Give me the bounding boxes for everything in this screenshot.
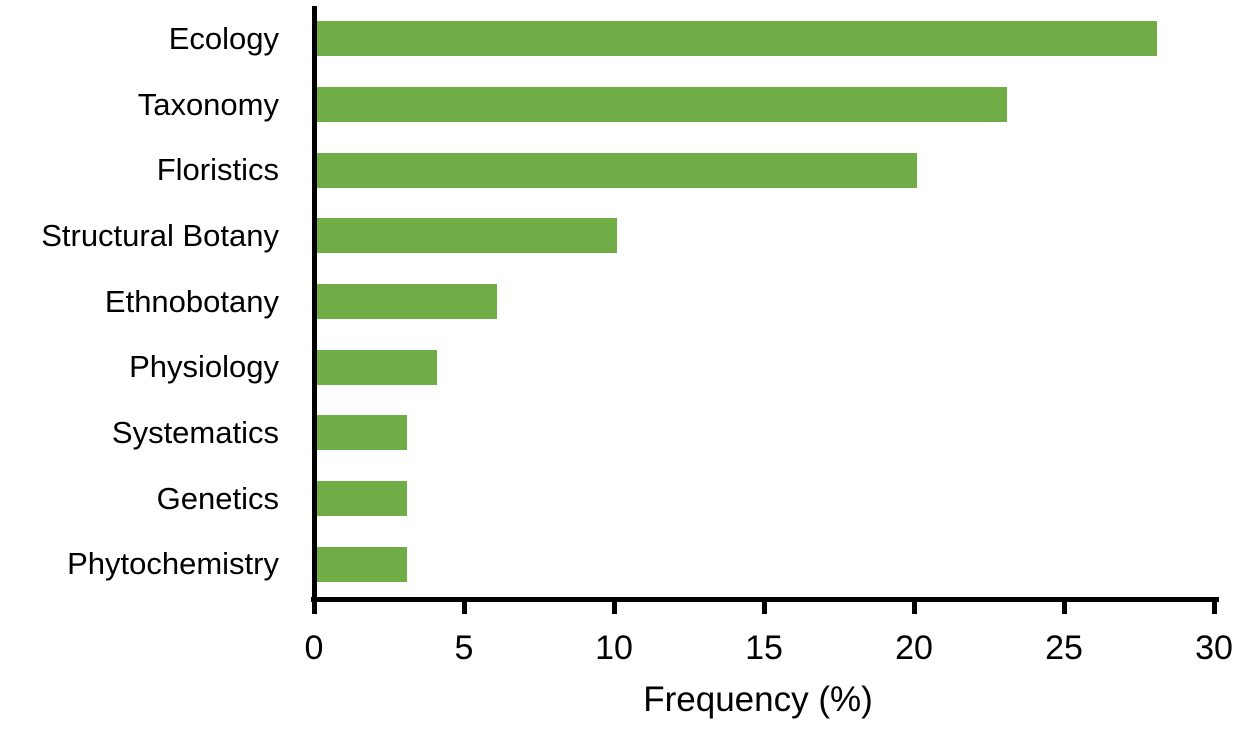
x-axis-tick-label: 30 (1195, 629, 1233, 667)
bar (317, 87, 1007, 122)
x-axis-tick-label: 10 (595, 629, 633, 667)
category-label: Floristics (156, 152, 279, 188)
x-axis-tick-mark (612, 602, 617, 614)
x-axis-line (311, 597, 1219, 602)
bar (317, 349, 437, 385)
category-label: Systematics (111, 414, 279, 450)
category-label: Physiology (129, 349, 279, 385)
bar (317, 546, 407, 582)
category-label: Ethnobotany (104, 283, 279, 319)
bar (317, 284, 497, 319)
x-axis-tick-mark (1062, 602, 1067, 614)
x-axis-tick-mark (1212, 602, 1217, 614)
x-axis-tick-label: 25 (1045, 629, 1083, 667)
category-label: Structural Botany (41, 217, 279, 253)
y-axis-line (312, 6, 317, 602)
category-label: Phytochemistry (67, 546, 279, 582)
bar (317, 481, 407, 516)
category-label: Ecology (168, 20, 279, 56)
x-axis-tick-label: 5 (454, 629, 474, 667)
x-axis-tick-label: 15 (745, 629, 783, 667)
x-axis-title: Frequency (%) (643, 680, 873, 719)
bar (317, 218, 617, 254)
x-axis-tick-label: 0 (304, 629, 324, 667)
x-axis-tick-mark (762, 602, 767, 614)
category-label: Genetics (156, 480, 279, 516)
x-axis-tick-mark (462, 602, 467, 614)
bar (317, 415, 407, 451)
bar (317, 152, 917, 188)
bar (317, 21, 1157, 57)
x-axis-tick-mark (912, 602, 917, 614)
x-axis-tick-label: 20 (895, 629, 933, 667)
category-label: Taxonomy (137, 86, 279, 122)
x-axis-tick-mark (312, 602, 317, 614)
